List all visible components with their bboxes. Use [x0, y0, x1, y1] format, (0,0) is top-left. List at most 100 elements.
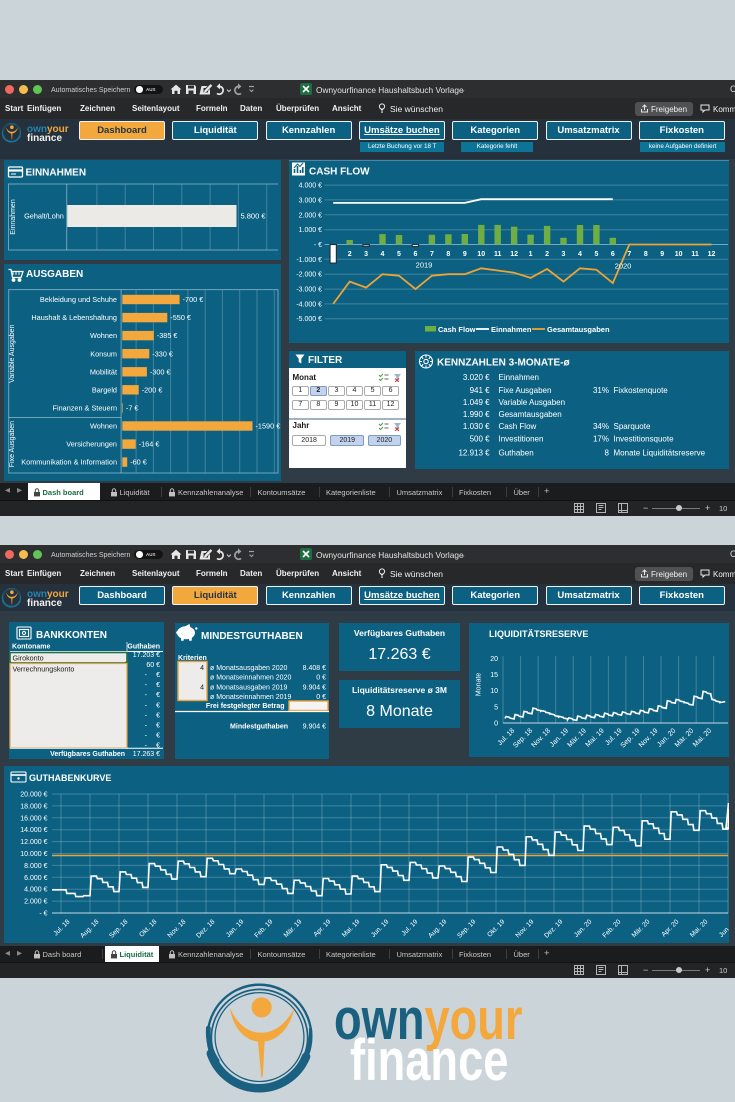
- svg-text:2.000 €: 2.000 €: [24, 899, 47, 906]
- svg-text:Mindestguthaben: Mindestguthaben: [230, 724, 288, 731]
- svg-text:1.990 €: 1.990 €: [463, 410, 490, 419]
- svg-text:MINDESTGUTHABEN: MINDESTGUTHABEN: [201, 631, 303, 642]
- svg-text:9: 9: [463, 251, 467, 258]
- svg-text:Aug. 19: Aug. 19: [427, 918, 448, 939]
- svg-text:€: €: [156, 733, 160, 740]
- svg-text:10: 10: [675, 251, 683, 258]
- svg-text:16.000 €: 16.000 €: [20, 815, 47, 822]
- svg-text:-: -: [145, 743, 148, 750]
- svg-text:Sep. 18: Sep. 18: [512, 727, 534, 749]
- svg-text:Jun. 20: Jun. 20: [718, 918, 729, 939]
- svg-text:€: €: [156, 682, 160, 689]
- svg-text:Investitionsquote: Investitionsquote: [614, 435, 675, 444]
- svg-text:Einnahmen: Einnahmen: [499, 373, 539, 382]
- svg-text:3.000 €: 3.000 €: [299, 197, 322, 204]
- svg-text:Sparquote: Sparquote: [614, 422, 651, 431]
- svg-text:8: 8: [605, 449, 610, 458]
- svg-text:Cash Flow: Cash Flow: [499, 422, 537, 431]
- svg-text:Gesamtausgaben: Gesamtausgaben: [547, 325, 610, 334]
- svg-text:ø Monatseinnahmen 2020: ø Monatseinnahmen 2020: [210, 675, 291, 682]
- svg-text:Konsum: Konsum: [90, 349, 117, 358]
- svg-text:-60 €: -60 €: [130, 458, 147, 467]
- svg-text:8.000 €: 8.000 €: [24, 863, 47, 870]
- svg-text:Feb. 20: Feb. 20: [601, 918, 622, 939]
- svg-text:2020: 2020: [615, 262, 632, 271]
- svg-text:-385 €: -385 €: [157, 331, 178, 340]
- svg-text:Sep. 19: Sep. 19: [620, 727, 642, 749]
- svg-text:8: 8: [446, 251, 450, 258]
- svg-text:Feb. 19: Feb. 19: [253, 918, 274, 939]
- svg-text:1.030 €: 1.030 €: [463, 422, 490, 431]
- svg-text:Investitionen: Investitionen: [499, 435, 544, 444]
- svg-text:Nov. 18: Nov. 18: [167, 918, 188, 939]
- svg-text:Nov. 19: Nov. 19: [515, 918, 536, 939]
- svg-text:7: 7: [627, 251, 631, 258]
- svg-text:CASH FLOW: CASH FLOW: [309, 167, 370, 178]
- svg-text:Gesamtausgaben: Gesamtausgaben: [499, 410, 562, 419]
- svg-text:2019: 2019: [416, 261, 433, 270]
- svg-text:10: 10: [477, 251, 485, 258]
- svg-text:AUSGABEN: AUSGABEN: [26, 269, 83, 280]
- svg-text:Sep. 18: Sep. 18: [108, 918, 129, 939]
- svg-text:GUTHABENKURVE: GUTHABENKURVE: [29, 773, 111, 783]
- svg-text:Kommunikation & Information: Kommunikation & Information: [21, 458, 117, 467]
- svg-text:Mär. 19: Mär. 19: [566, 727, 588, 749]
- svg-text:-: -: [145, 712, 148, 719]
- svg-text:6.000 €: 6.000 €: [24, 875, 47, 882]
- svg-text:4: 4: [200, 665, 204, 672]
- svg-text:Mär. 20: Mär. 20: [631, 918, 652, 939]
- svg-text:EINNAHMEN: EINNAHMEN: [26, 168, 87, 179]
- svg-text:4.000 €: 4.000 €: [299, 183, 322, 190]
- svg-text:-550 €: -550 €: [170, 313, 191, 322]
- svg-text:Mai. 19: Mai. 19: [585, 727, 606, 748]
- svg-text:Verfügbares Guthaben: Verfügbares Guthaben: [50, 751, 125, 758]
- svg-text:Versicherungen: Versicherungen: [66, 440, 117, 449]
- svg-text:ø Monatseinnahmen 2019: ø Monatseinnahmen 2019: [210, 694, 291, 701]
- svg-text:Variable Ausgaben: Variable Ausgaben: [499, 398, 566, 407]
- svg-text:17%: 17%: [593, 435, 609, 444]
- svg-text:Apr. 20: Apr. 20: [660, 918, 680, 938]
- svg-text:4: 4: [200, 685, 204, 692]
- svg-text:Mai. 20: Mai. 20: [689, 918, 710, 939]
- svg-text:-300 €: -300 €: [150, 367, 171, 376]
- svg-text:€: €: [156, 702, 160, 709]
- svg-text:60 €: 60 €: [146, 662, 160, 669]
- svg-text:1: 1: [529, 251, 533, 258]
- svg-text:Monate: Monate: [476, 672, 483, 695]
- svg-text:12: 12: [708, 251, 716, 258]
- svg-text:-330 €: -330 €: [152, 349, 173, 358]
- svg-text:Dez. 19: Dez. 19: [543, 918, 564, 939]
- svg-text:Wohnen: Wohnen: [90, 422, 117, 431]
- svg-text:31%: 31%: [593, 386, 609, 395]
- svg-text:- €: - €: [39, 911, 47, 918]
- svg-text:€: €: [156, 743, 160, 750]
- svg-text:Monate Liquiditätsreserve: Monate Liquiditätsreserve: [614, 449, 706, 458]
- svg-text:Jun. 19: Jun. 19: [370, 918, 391, 939]
- svg-text:Fixe Ausgaben: Fixe Ausgaben: [9, 421, 16, 467]
- svg-text:-200 €: -200 €: [142, 385, 163, 394]
- svg-text:5: 5: [494, 704, 498, 711]
- svg-text:14.000 €: 14.000 €: [20, 827, 47, 834]
- svg-text:11: 11: [691, 251, 699, 258]
- svg-text:9.904 €: 9.904 €: [303, 724, 326, 731]
- svg-text:Nov. 18: Nov. 18: [530, 727, 552, 749]
- svg-text:ø Monatsausgaben 2020: ø Monatsausgaben 2020: [210, 665, 288, 672]
- svg-text:-2.000 €: -2.000 €: [296, 272, 322, 279]
- svg-text:0 €: 0 €: [316, 694, 326, 701]
- svg-text:-3.000 €: -3.000 €: [296, 287, 322, 294]
- svg-text:17.263 €: 17.263 €: [133, 751, 160, 758]
- svg-text:-7 €: -7 €: [126, 404, 139, 413]
- svg-text:Bekleidung und Schuhe: Bekleidung und Schuhe: [40, 295, 117, 304]
- svg-text:Frei festgelegter Betrag: Frei festgelegter Betrag: [206, 703, 285, 710]
- svg-text:ø Monatsausgaben 2019: ø Monatsausgaben 2019: [210, 684, 288, 691]
- svg-text:Mobilität: Mobilität: [90, 367, 117, 376]
- svg-text:2.000 €: 2.000 €: [299, 212, 322, 219]
- svg-text:Mai. 19: Mai. 19: [341, 918, 362, 939]
- svg-text:-: -: [145, 692, 148, 699]
- svg-text:Aug. 18: Aug. 18: [79, 918, 100, 939]
- svg-text:Verrechnungskonto: Verrechnungskonto: [12, 665, 74, 674]
- svg-text:Variable Ausgaben: Variable Ausgaben: [9, 324, 16, 382]
- svg-text:Haushalt & Lebenshaltung: Haushalt & Lebenshaltung: [31, 313, 117, 322]
- svg-text:Gehalt/Lohn: Gehalt/Lohn: [24, 212, 64, 221]
- svg-text:Einnahmen: Einnahmen: [10, 199, 17, 235]
